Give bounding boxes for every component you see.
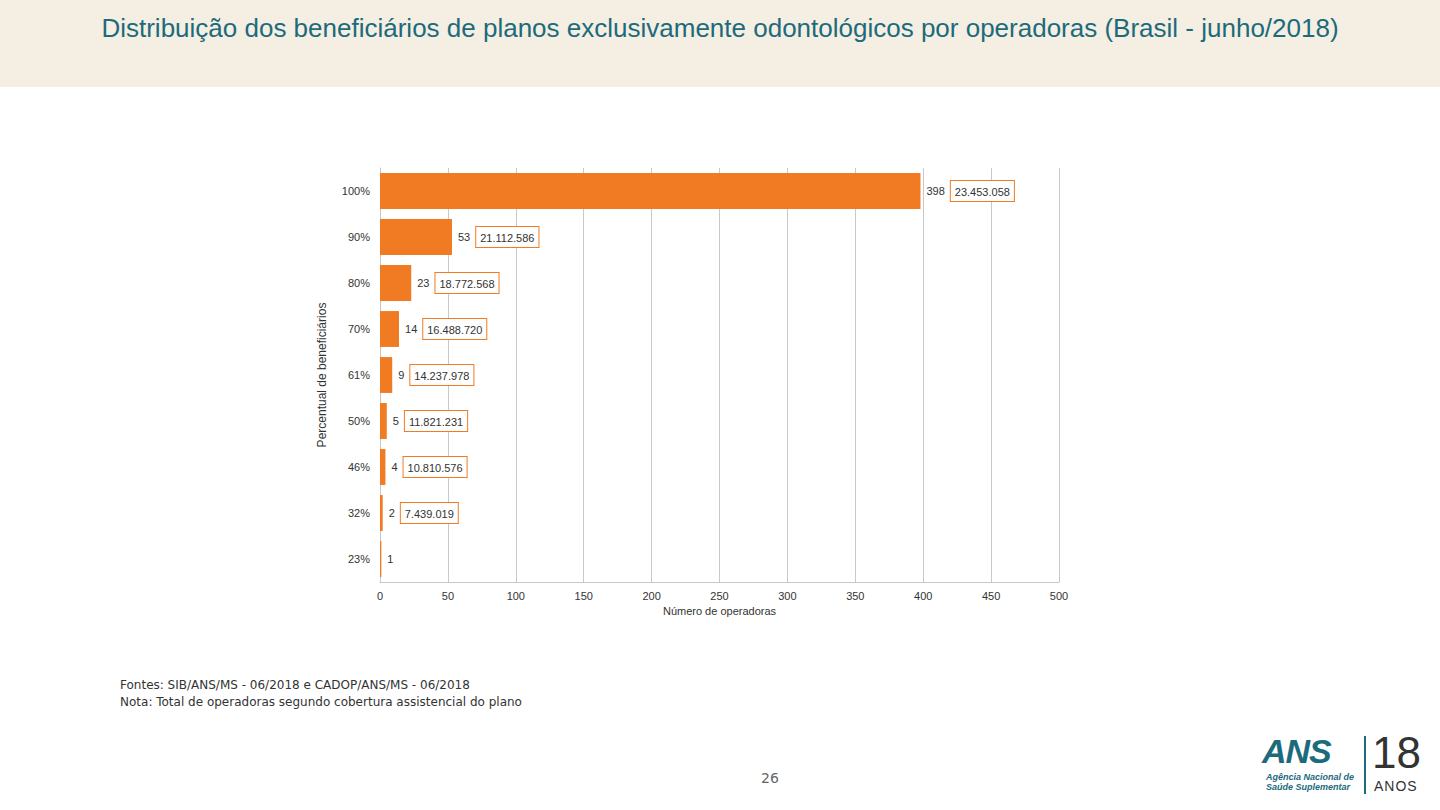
html-text:ANOS: ANOS (1374, 778, 1418, 794)
html-text:Fontes: SIB/ANS/MS - 06/2018 e: Fontes: SIB/ANS/MS - 06/2018 e CADOP/ANS… (120, 678, 470, 692)
svg-text:500: 500 (1050, 590, 1068, 602)
svg-text:18.772.568: 18.772.568 (439, 278, 494, 290)
svg-text:300: 300 (778, 590, 796, 602)
svg-text:80%: 80% (348, 277, 370, 289)
svg-text:61%: 61% (348, 369, 370, 381)
svg-text:450: 450 (982, 590, 1000, 602)
svg-text:11.821.231: 11.821.231 (409, 416, 463, 428)
svg-text:23: 23 (417, 277, 429, 289)
svg-text:32%: 32% (348, 507, 370, 519)
svg-text:50%: 50% (348, 415, 370, 427)
svg-text:398: 398 (926, 185, 944, 197)
svg-text:0: 0 (377, 590, 383, 602)
svg-text:9: 9 (398, 369, 404, 381)
svg-text:90%: 90% (348, 231, 370, 243)
svg-text:46%: 46% (348, 461, 370, 473)
html-text:Nota: Total de operadoras segu: Nota: Total de operadoras segundo cobert… (120, 695, 522, 709)
svg-text:53: 53 (458, 231, 470, 243)
svg-text:5: 5 (393, 415, 399, 427)
svg-text:150: 150 (575, 590, 593, 602)
svg-text:350: 350 (846, 590, 864, 602)
svg-text:1: 1 (387, 553, 393, 565)
svg-text:16.488.720: 16.488.720 (427, 324, 482, 336)
svg-text:400: 400 (914, 590, 932, 602)
svg-text:10.810.576: 10.810.576 (408, 462, 463, 474)
svg-text:100%: 100% (342, 185, 370, 197)
svg-text:14.237.978: 14.237.978 (414, 370, 469, 382)
svg-text:100: 100 (507, 590, 525, 602)
svg-text:Número de operadoras: Número de operadoras (663, 605, 777, 617)
html-text:26: 26 (761, 770, 779, 786)
svg-text:7.439.019: 7.439.019 (405, 508, 454, 520)
svg-text:4: 4 (391, 461, 397, 473)
svg-text:200: 200 (642, 590, 660, 602)
svg-text:23%: 23% (348, 553, 370, 565)
svg-text:250: 250 (710, 590, 728, 602)
html-text:18: 18 (1372, 728, 1421, 777)
svg-text:23.453.058: 23.453.058 (955, 186, 1010, 198)
svg-text:70%: 70% (348, 323, 370, 335)
html-text:ANS: ANS (1262, 732, 1331, 770)
html-text:Distribuição dos beneficiários: Distribuição dos beneficiários de planos… (101, 13, 1339, 43)
html-text:Agência Nacional de Saúde Supl: Agência Nacional de Saúde Suplementar (1266, 772, 1354, 792)
svg-text:14: 14 (405, 323, 417, 335)
svg-text:50: 50 (442, 590, 454, 602)
svg-text:Percentual de beneficiários: Percentual de beneficiários (315, 303, 329, 448)
svg-text:2: 2 (389, 507, 395, 519)
svg-text:21.112.586: 21.112.586 (480, 232, 534, 244)
